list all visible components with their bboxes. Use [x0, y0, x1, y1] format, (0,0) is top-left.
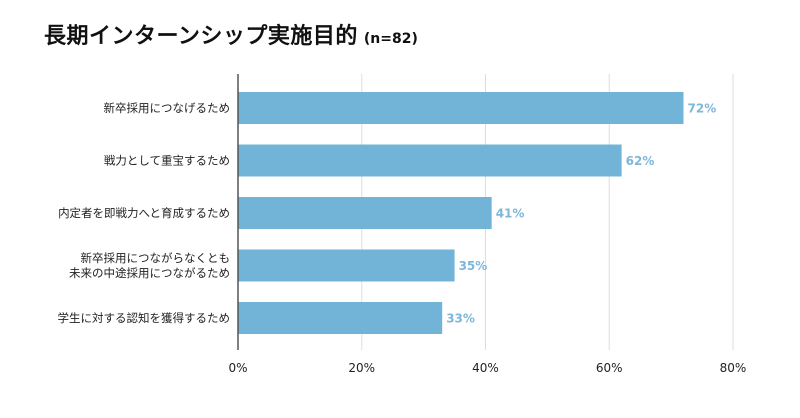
category-label-3-1: 未来の中途採用につながるため	[69, 266, 230, 280]
value-label-4: 33%	[446, 312, 475, 326]
chart-title-block: 長期インターンシップ実施目的 (n=82)	[44, 18, 418, 50]
bar-2	[238, 197, 492, 229]
x-tick-label-60: 60%	[596, 361, 623, 375]
category-label-4: 学生に対する認知を獲得するため	[58, 311, 231, 325]
x-tick-label-20: 20%	[348, 361, 375, 375]
value-label-3: 35%	[459, 259, 488, 273]
bar-4	[238, 302, 443, 334]
category-label-2: 内定者を即戦力へと育成するため	[58, 206, 230, 220]
value-label-0: 72%	[688, 102, 717, 116]
value-label-2: 41%	[496, 207, 525, 221]
x-tick-label-0: 0%	[228, 361, 247, 375]
category-label-1: 戦力として重宝するため	[104, 154, 230, 168]
category-label-0: 新卒採用につなげるため	[104, 101, 231, 115]
x-tick-label-40: 40%	[472, 361, 499, 375]
chart-subtitle: (n=82)	[363, 31, 418, 47]
value-label-1: 62%	[626, 154, 655, 168]
category-label-3-0: 新卒採用につながらなくとも	[81, 251, 231, 265]
x-tick-label-80: 80%	[720, 361, 747, 375]
chart-title: 長期インターンシップ実施目的	[44, 24, 358, 49]
bar-3	[238, 249, 455, 282]
bar-1	[238, 144, 622, 177]
bar-0	[238, 92, 684, 124]
